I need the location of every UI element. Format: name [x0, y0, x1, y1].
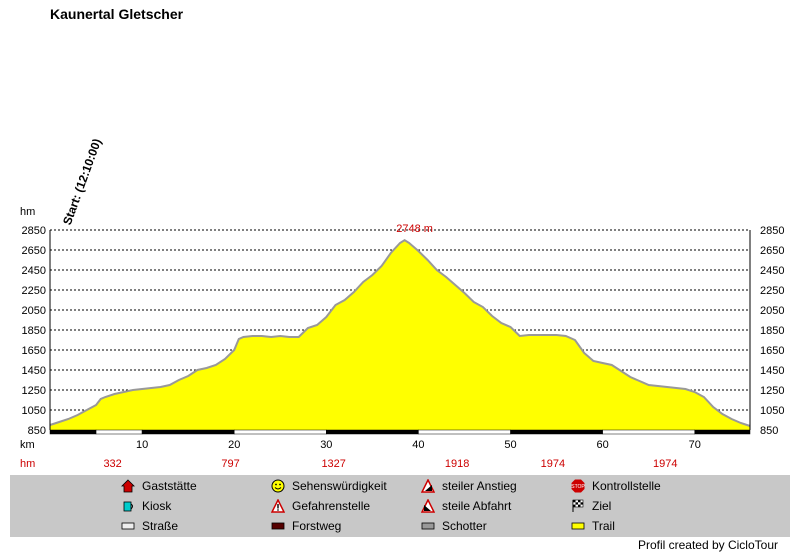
cumulative-climb-label: 1974 [653, 458, 677, 470]
x-tick-label: 70 [689, 439, 701, 451]
legend-label: Straße [142, 519, 179, 533]
y-tick-label-right: 1050 [760, 405, 784, 417]
y-tick-label-left: 850 [28, 425, 46, 437]
house-icon [120, 479, 136, 493]
legend-item: Trail [570, 519, 615, 533]
y-tick-label-left: 1450 [22, 365, 46, 377]
steep-ascent-icon [420, 479, 436, 493]
cumulative-climb-label: 797 [221, 458, 239, 470]
elevation-line [49, 239, 751, 427]
trail-swatch-icon [570, 519, 586, 533]
legend-label: Gefahrenstelle [292, 499, 371, 513]
distance-segment [95, 429, 143, 435]
y-tick-label-right: 2650 [760, 245, 784, 257]
legend-label: Ziel [592, 499, 612, 513]
chart-title: Kaunertal Gletscher [50, 6, 184, 22]
legend-label: Sehenswürdigkeit [292, 479, 387, 493]
x-axis-unit: km [20, 439, 35, 451]
legend-item: Gefahrenstelle [270, 499, 370, 513]
stop-sign-icon: STOP [570, 479, 586, 493]
y-tick-label-right: 2450 [760, 265, 784, 277]
legend-item: steile Abfahrt [420, 499, 511, 513]
x-tick-label: 30 [320, 439, 332, 451]
y-tick-label-left: 1050 [22, 405, 46, 417]
x-tick-label: 50 [504, 439, 516, 451]
x-tick-label: 20 [228, 439, 240, 451]
y-tick-label-left: 1650 [22, 345, 46, 357]
y-tick-label-right: 2250 [760, 285, 784, 297]
cup-icon [120, 499, 136, 513]
distance-segment [418, 429, 511, 435]
legend-item: STOP Kontrollstelle [570, 479, 661, 493]
legend-label: steiler Anstieg [442, 479, 517, 493]
legend-label: Kiosk [142, 499, 172, 513]
y-tick-label-left: 1250 [22, 385, 46, 397]
y-tick-label-left: 2850 [22, 225, 46, 237]
legend-item: Kiosk [120, 499, 171, 513]
legend-item: Forstweg [270, 519, 341, 533]
legend-label: Gaststätte [142, 479, 197, 493]
legend-label: Forstweg [292, 519, 342, 533]
y-tick-label-left: 1850 [22, 325, 46, 337]
y-tick-label-left: 2250 [22, 285, 46, 297]
y-tick-label-right: 1250 [760, 385, 784, 397]
distance-segment [694, 429, 751, 435]
cumulative-climb-label: 332 [103, 458, 121, 470]
y-tick-label-right: 2050 [760, 305, 784, 317]
distance-segment [602, 429, 695, 435]
svg-text:STOP: STOP [571, 484, 585, 490]
warning-icon [270, 499, 286, 513]
distance-segment [510, 429, 603, 435]
y-tick-label-left: 2650 [22, 245, 46, 257]
axes-layer [49, 230, 751, 435]
legend-label: steile Abfahrt [442, 499, 512, 513]
road-swatch-icon [120, 519, 136, 533]
steep-descent-icon [420, 499, 436, 513]
x-tick-label: 10 [136, 439, 148, 451]
distance-segment [141, 429, 235, 435]
legend-label: Schotter [442, 519, 487, 533]
y-tick-label-right: 2850 [760, 225, 784, 237]
legend-item: Sehenswürdigkeit [270, 479, 387, 493]
cumulative-climb-label: 1974 [541, 458, 565, 470]
area-layer [49, 239, 751, 430]
y-tick-label-right: 850 [760, 425, 778, 437]
checkered-flag-icon [570, 499, 586, 513]
legend-item: Straße [120, 519, 178, 533]
legend-label: Kontrollstelle [592, 479, 661, 493]
x-tick-label: 60 [597, 439, 609, 451]
distance-segment [326, 429, 419, 435]
y-tick-label-left: 2050 [22, 305, 46, 317]
elevation-area [50, 240, 750, 430]
y-tick-label-right: 1850 [760, 325, 784, 337]
forest-road-swatch-icon [270, 519, 286, 533]
legend-item: Schotter [420, 519, 487, 533]
y-axis-unit: hm [20, 206, 35, 218]
cumulative-climb-label: 1327 [321, 458, 345, 470]
y-tick-label-right: 1450 [760, 365, 784, 377]
legend-label: Trail [592, 519, 615, 533]
y-tick-label-left: 2450 [22, 265, 46, 277]
x-tick-label: 40 [412, 439, 424, 451]
distance-segment [49, 429, 97, 435]
legend-item: Ziel [570, 499, 611, 513]
legend-item: steiler Anstieg [420, 479, 517, 493]
legend-item: Gaststätte [120, 479, 197, 493]
peak-label: 2748 m [396, 223, 433, 235]
y-tick-label-right: 1650 [760, 345, 784, 357]
cumulative-climb-label: 1918 [445, 458, 469, 470]
footer-credit: Profil created by CicloTour [637, 538, 778, 552]
smiley-icon [270, 479, 286, 493]
distance-segment [233, 429, 327, 435]
cumulative-unit: hm [20, 458, 35, 470]
gravel-swatch-icon [420, 519, 436, 533]
legend-panel: Gaststätte Sehenswürdigkeit steiler Anstie… [10, 475, 790, 537]
